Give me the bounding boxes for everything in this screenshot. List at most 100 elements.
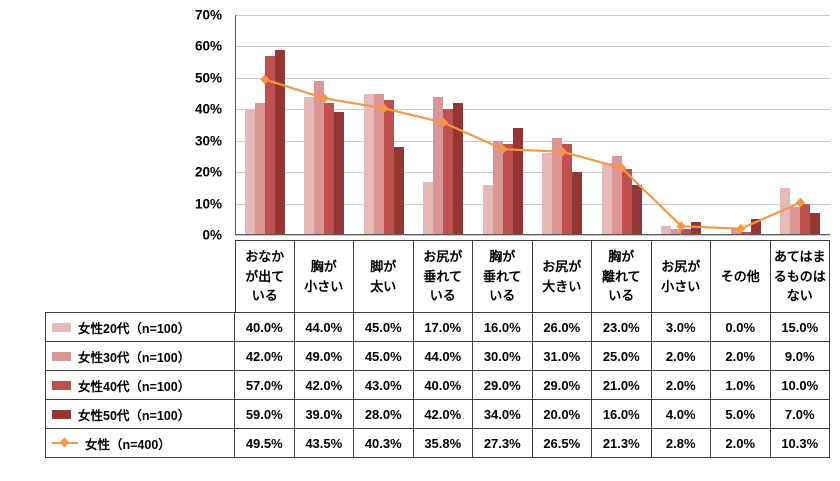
- y-axis-tick-label: 50%: [194, 70, 222, 86]
- value-cell: 9.0%: [770, 342, 830, 371]
- value-cell: 35.8%: [413, 429, 473, 458]
- gridline: [235, 15, 830, 16]
- gridline: [235, 203, 830, 205]
- category-header-cell: 胸が 離れて いる: [592, 240, 652, 313]
- gridline: [235, 140, 830, 142]
- bar: [492, 140, 503, 235]
- series-name: 女性40代（n=100）: [78, 379, 191, 394]
- value-cell: 59.0%: [235, 400, 295, 429]
- bar: [383, 99, 394, 235]
- line-marker-diamond: [795, 197, 806, 208]
- line-marker-diamond: [735, 223, 746, 234]
- line-marker-diamond: [438, 117, 449, 128]
- bar: [790, 206, 801, 235]
- value-cell: 10.0%: [770, 371, 830, 400]
- bar: [671, 228, 682, 235]
- bar-group: [771, 15, 831, 235]
- table-corner-blank: [45, 240, 235, 313]
- value-cell: 10.3%: [770, 429, 830, 458]
- x-axis-line: [235, 234, 830, 235]
- y-axis-tick-label: 40%: [194, 101, 222, 117]
- value-cell: 57.0%: [235, 371, 295, 400]
- line-marker-diamond: [378, 103, 389, 114]
- value-cell: 49.5%: [235, 429, 295, 458]
- plot-area: [235, 15, 830, 236]
- bar: [264, 55, 275, 235]
- bar: [244, 109, 255, 235]
- line-series-layer: [259, 74, 806, 234]
- value-cell: 29.0%: [473, 371, 533, 400]
- bar-group: [473, 15, 533, 235]
- value-cell: 31.0%: [532, 342, 592, 371]
- line-marker-diamond: [259, 74, 270, 85]
- category-header-cell: お尻が 垂れて いる: [413, 240, 473, 313]
- gridline: [235, 109, 830, 111]
- value-cell: 42.0%: [413, 400, 473, 429]
- value-cell: 4.0%: [651, 400, 711, 429]
- bar-group: [652, 15, 712, 235]
- category-header-cell: おなか が出て いる: [235, 240, 295, 313]
- bar: [572, 172, 583, 235]
- bar: [443, 109, 454, 235]
- value-cell: 7.0%: [770, 400, 830, 429]
- bar: [681, 228, 692, 235]
- value-cell: 45.0%: [354, 342, 414, 371]
- bar: [512, 128, 523, 235]
- bar: [810, 213, 821, 235]
- bar: [482, 184, 493, 235]
- series-name: 女性（n=400）: [85, 437, 171, 452]
- bar: [621, 169, 632, 235]
- category-header-cell: 胸が 垂れて いる: [473, 240, 533, 313]
- y-axis-tick-label: 20%: [194, 164, 222, 180]
- bar: [433, 96, 444, 235]
- series-label-cell: 女性20代（n=100）: [45, 313, 235, 342]
- bar: [363, 93, 374, 235]
- bar: [373, 93, 384, 235]
- value-cell: 20.0%: [532, 400, 592, 429]
- legend-diamond-icon: [59, 437, 70, 448]
- value-cell: 27.3%: [473, 429, 533, 458]
- bar: [393, 147, 404, 235]
- bar: [423, 181, 434, 235]
- value-cell: 25.0%: [592, 342, 652, 371]
- series-name: 女性50代（n=100）: [78, 408, 191, 423]
- y-axis-line: [235, 15, 236, 235]
- bar: [453, 103, 464, 235]
- bar-group: [592, 15, 652, 235]
- bar: [314, 81, 325, 235]
- y-axis-tick-label: 30%: [194, 133, 222, 149]
- y-axis-tick-label: 10%: [194, 196, 222, 212]
- series-name: 女性20代（n=100）: [78, 321, 191, 336]
- value-cell: 43.5%: [294, 429, 354, 458]
- gridline: [235, 172, 830, 174]
- y-axis-tick-label: 0%: [202, 227, 222, 243]
- value-cell: 23.0%: [592, 313, 652, 342]
- bar-group: [414, 15, 474, 235]
- gridline: [235, 46, 830, 48]
- bar-group: [235, 15, 295, 235]
- bar: [691, 222, 702, 235]
- bar: [661, 225, 672, 235]
- value-cell: 16.0%: [473, 313, 533, 342]
- value-cell: 29.0%: [532, 371, 592, 400]
- bar: [780, 187, 791, 235]
- value-cell: 49.0%: [294, 342, 354, 371]
- y-axis-tick-label: 70%: [194, 7, 222, 23]
- category-header-cell: 胸が 小さい: [294, 240, 354, 313]
- category-header-cell: お尻が 小さい: [651, 240, 711, 313]
- bar: [601, 162, 612, 235]
- value-cell: 44.0%: [294, 313, 354, 342]
- bar-group: [711, 15, 771, 235]
- bar-groups: [235, 15, 830, 235]
- value-cell: 2.0%: [711, 342, 771, 371]
- y-axis: 0% 10% 20% 30% 40% 50% 60% 70%: [0, 0, 228, 260]
- value-cell: 3.0%: [651, 313, 711, 342]
- gridline: [235, 235, 830, 236]
- value-cell: 5.0%: [711, 400, 771, 429]
- value-cell: 2.0%: [651, 342, 711, 371]
- value-cell: 34.0%: [473, 400, 533, 429]
- bar: [750, 219, 761, 235]
- line-series-path: [264, 78, 801, 230]
- value-cell: 2.0%: [651, 371, 711, 400]
